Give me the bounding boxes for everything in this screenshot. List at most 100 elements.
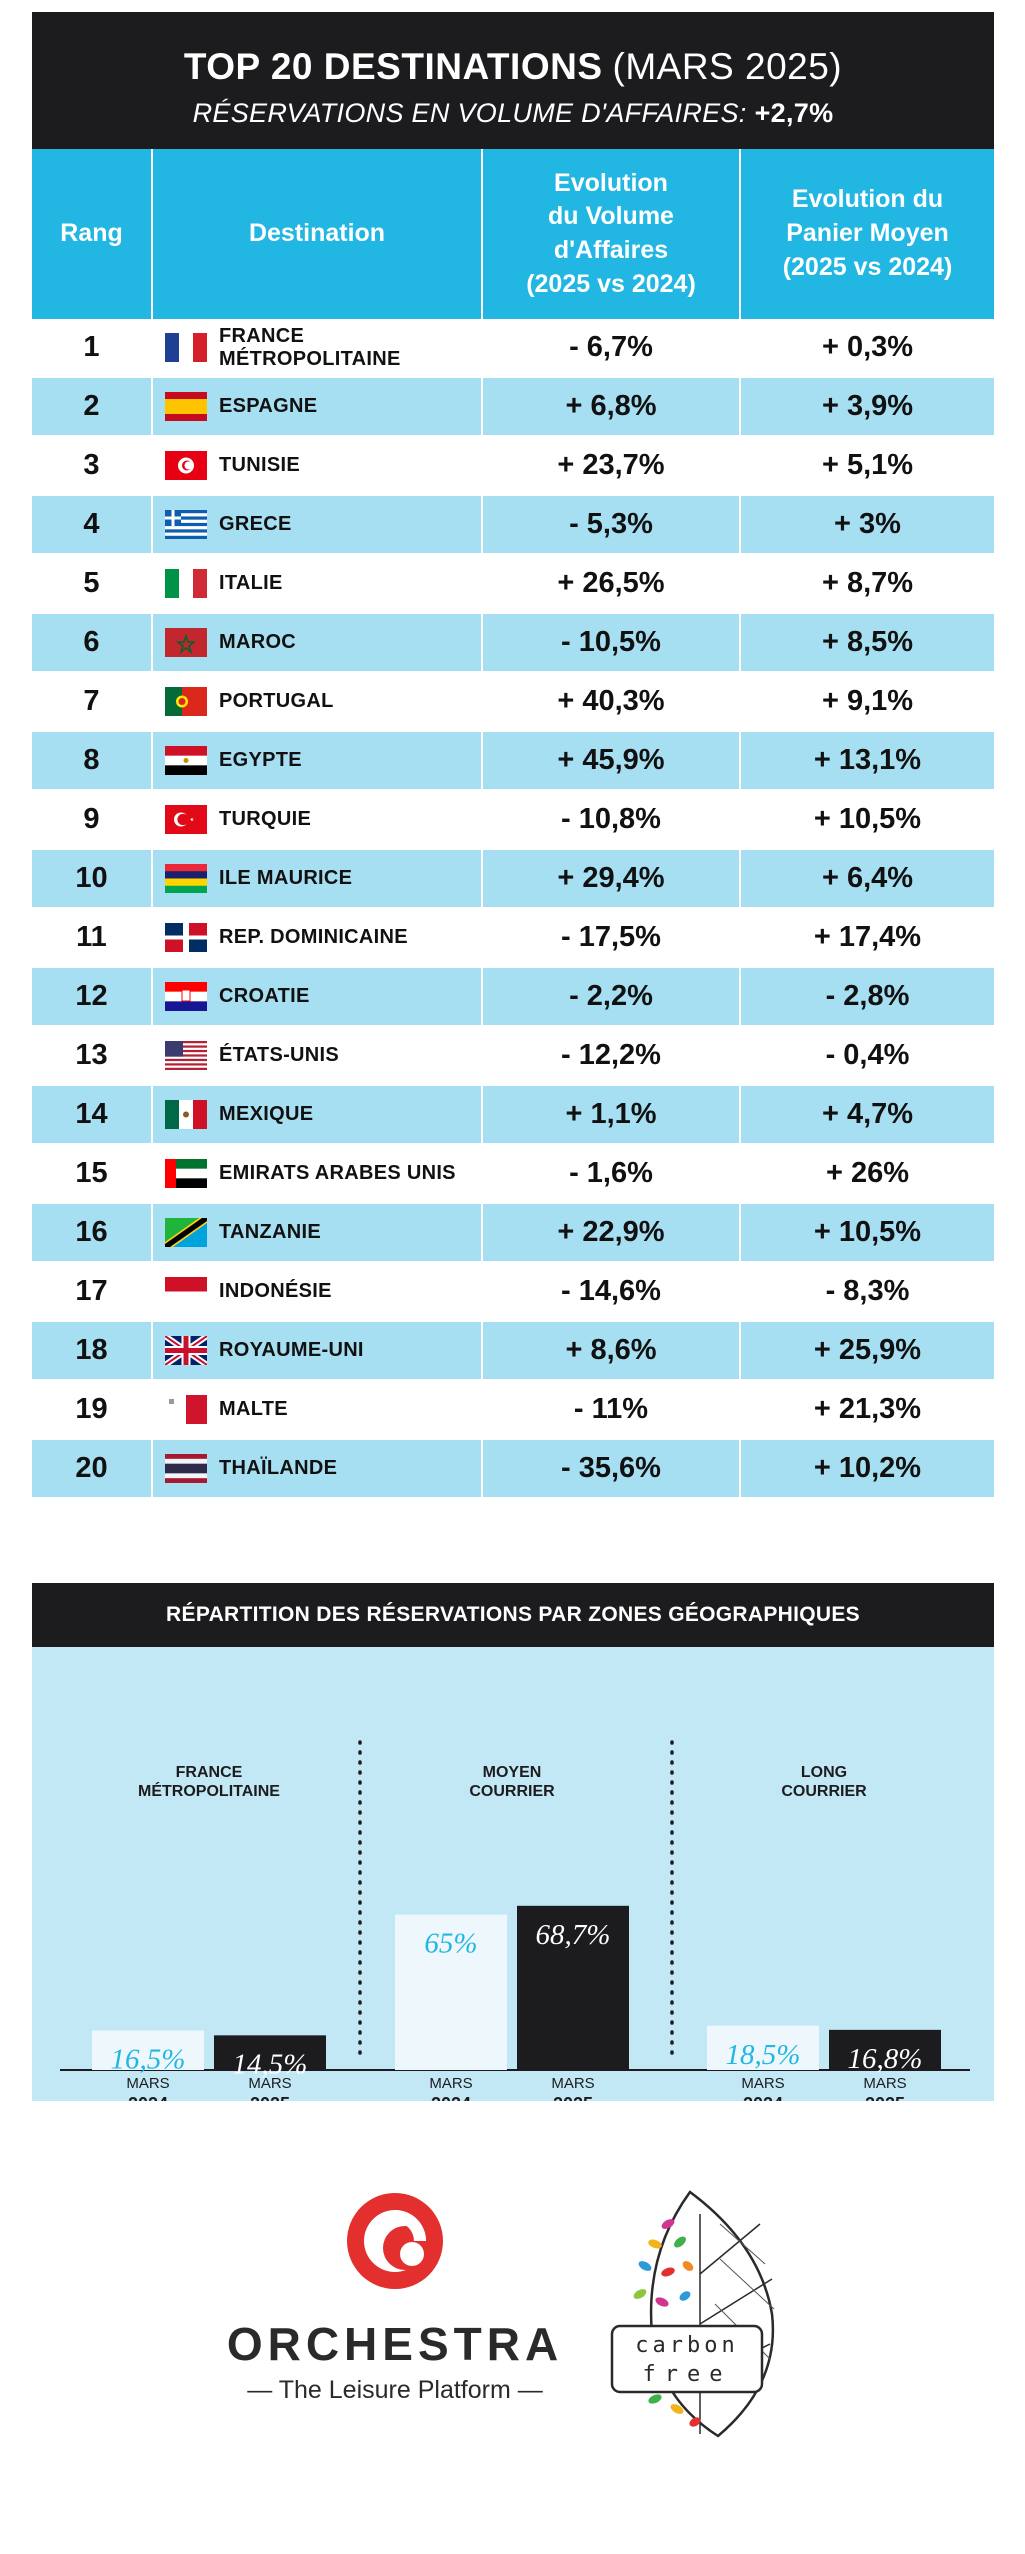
volume-cell: + 26,5% bbox=[482, 554, 741, 614]
panier-cell: + 25,9% bbox=[740, 1321, 994, 1381]
x-tick-label: 2024 bbox=[431, 2094, 471, 2101]
bar-2025 bbox=[517, 1905, 629, 2070]
destination-cell: INDONÉSIE bbox=[152, 1262, 483, 1322]
destination-cell: ILE MAURICE bbox=[152, 849, 483, 909]
panier-cell: - 8,3% bbox=[740, 1262, 994, 1322]
panier-cell: + 21,3% bbox=[740, 1380, 994, 1440]
panier-cell: + 17,4% bbox=[740, 908, 994, 968]
table-row: 2 ESPAGNE + 6,8% + 3,9% bbox=[32, 377, 994, 437]
destination-cell: ROYAUME-UNI bbox=[152, 1321, 483, 1381]
usa-flag-icon bbox=[165, 1041, 207, 1070]
destination-name: ILE MAURICE bbox=[219, 867, 353, 889]
destination-cell: TURQUIE bbox=[152, 790, 483, 850]
header-volume-line: d'Affaires bbox=[553, 236, 669, 264]
volume-cell: - 35,6% bbox=[482, 1439, 741, 1499]
group-label: COURRIER bbox=[469, 1783, 555, 1800]
panier-cell: + 8,5% bbox=[740, 613, 994, 673]
destination-name: TUNISIE bbox=[219, 454, 300, 476]
destination-name: ESPAGNE bbox=[219, 395, 318, 417]
destination-cell: EMIRATS ARABES UNIS bbox=[152, 1144, 483, 1204]
volume-cell: + 6,8% bbox=[482, 377, 741, 437]
volume-cell: - 12,2% bbox=[482, 1026, 741, 1086]
bar-2025 bbox=[829, 2029, 941, 2070]
group-label: MOYEN bbox=[483, 1764, 542, 1781]
infographic: TOP 20 DESTINATIONS (MARS 2025) RÉSERVATI… bbox=[32, 12, 994, 2101]
destination-cell: TUNISIE bbox=[152, 436, 483, 496]
tanzania-flag-icon bbox=[165, 1218, 207, 1247]
table-row: 20 THAÏLANDE - 35,6% + 10,2% bbox=[32, 1439, 994, 1499]
table-row: 15 EMIRATS ARABES UNIS - 1,6% + 26% bbox=[32, 1144, 994, 1204]
destination-cell: PORTUGAL bbox=[152, 672, 483, 732]
rank-cell: 10 bbox=[32, 849, 153, 909]
destination-name: MEXIQUE bbox=[219, 1103, 314, 1125]
destination-name: TANZANIE bbox=[219, 1221, 322, 1243]
destination-cell: FRANCE MÉTROPOLITAINE bbox=[152, 319, 483, 378]
title-block: TOP 20 DESTINATIONS (MARS 2025) RÉSERVATI… bbox=[32, 12, 994, 149]
destination-cell: CROATIE bbox=[152, 967, 483, 1027]
volume-cell: - 5,3% bbox=[482, 495, 741, 555]
table-row: 16 TANZANIE + 22,9% + 10,5% bbox=[32, 1203, 994, 1263]
destination-cell: ESPAGNE bbox=[152, 377, 483, 437]
table-row: 10 ILE MAURICE + 29,4% + 6,4% bbox=[32, 849, 994, 909]
greece-flag-icon bbox=[165, 510, 207, 539]
destination-name: TURQUIE bbox=[219, 808, 312, 830]
page-subtitle: RÉSERVATIONS EN VOLUME D'AFFAIRES: +2,7% bbox=[32, 98, 994, 129]
mauritius-flag-icon bbox=[165, 864, 207, 893]
panier-cell: + 10,5% bbox=[740, 790, 994, 850]
italy-flag-icon bbox=[165, 569, 207, 598]
volume-cell: - 6,7% bbox=[482, 319, 741, 378]
destination-cell: THAÏLANDE bbox=[152, 1439, 483, 1499]
header-panier-line: (2025 vs 2024) bbox=[782, 252, 953, 281]
indonesia-flag-icon bbox=[165, 1277, 207, 1306]
destination-name: GRECE bbox=[219, 513, 292, 535]
table-row: 17 INDONÉSIE - 14,6% - 8,3% bbox=[32, 1262, 994, 1322]
destination-name: ÉTATS-UNIS bbox=[219, 1044, 340, 1066]
rank-cell: 20 bbox=[32, 1439, 153, 1499]
header-volume-line: (2025 vs 2024) bbox=[526, 269, 696, 298]
destination-name: CROATIE bbox=[219, 985, 310, 1007]
destination-name: THAÏLANDE bbox=[219, 1457, 338, 1479]
rank-cell: 8 bbox=[32, 731, 153, 791]
rank-cell: 16 bbox=[32, 1203, 153, 1263]
bar-2024 bbox=[92, 2030, 204, 2070]
volume-cell: - 2,2% bbox=[482, 967, 741, 1027]
carbon-free-leaf-icon bbox=[633, 2190, 775, 2438]
panier-cell: + 6,4% bbox=[740, 849, 994, 909]
uk-flag-icon bbox=[165, 1336, 207, 1365]
volume-cell: - 17,5% bbox=[482, 908, 741, 968]
destination-cell: MAROC bbox=[152, 613, 483, 673]
destination-cell: ITALIE bbox=[152, 554, 483, 614]
volume-cell: + 8,6% bbox=[482, 1321, 741, 1381]
volume-cell: - 1,6% bbox=[482, 1144, 741, 1204]
table-row: 6 MAROC - 10,5% + 8,5% bbox=[32, 613, 994, 673]
rank-cell: 18 bbox=[32, 1321, 153, 1381]
rank-cell: 13 bbox=[32, 1026, 153, 1086]
destination-cell: REP. DOMINICAINE bbox=[152, 908, 483, 968]
carbon-word: carbon bbox=[635, 2333, 738, 2358]
turkey-flag-icon bbox=[165, 805, 207, 834]
rank-cell: 12 bbox=[32, 967, 153, 1027]
destination-name: PORTUGAL bbox=[219, 690, 334, 712]
destination-cell: EGYPTE bbox=[152, 731, 483, 791]
destination-cell: TANZANIE bbox=[152, 1203, 483, 1263]
destination-name: ROYAUME-UNI bbox=[219, 1339, 364, 1361]
group-label: FRANCE bbox=[176, 1764, 243, 1781]
x-tick-label: 2025 bbox=[553, 2094, 593, 2101]
thailand-flag-icon bbox=[165, 1454, 207, 1483]
panier-cell: + 13,1% bbox=[740, 731, 994, 791]
title-period: (MARS 2025) bbox=[612, 46, 843, 87]
volume-cell: - 14,6% bbox=[482, 1262, 741, 1322]
rank-cell: 9 bbox=[32, 790, 153, 850]
malta-flag-icon bbox=[165, 1395, 207, 1424]
zone-bar-chart: FRANCEMÉTROPOLITAINE16,5%MARS202414,5%MA… bbox=[60, 1740, 970, 2101]
rank-cell: 15 bbox=[32, 1144, 153, 1204]
tunisia-flag-icon bbox=[165, 451, 207, 480]
destination-cell: MEXIQUE bbox=[152, 1085, 483, 1145]
destination-name: MAROC bbox=[219, 631, 297, 653]
footer-logos: ORCHESTRA — The Leisure Platform — carbo… bbox=[0, 2184, 1025, 2444]
panier-cell: + 3,9% bbox=[740, 377, 994, 437]
volume-cell: + 1,1% bbox=[482, 1085, 741, 1145]
destination-name: ITALIE bbox=[219, 572, 283, 594]
volume-cell: - 11% bbox=[482, 1380, 741, 1440]
panier-cell: + 10,5% bbox=[740, 1203, 994, 1263]
